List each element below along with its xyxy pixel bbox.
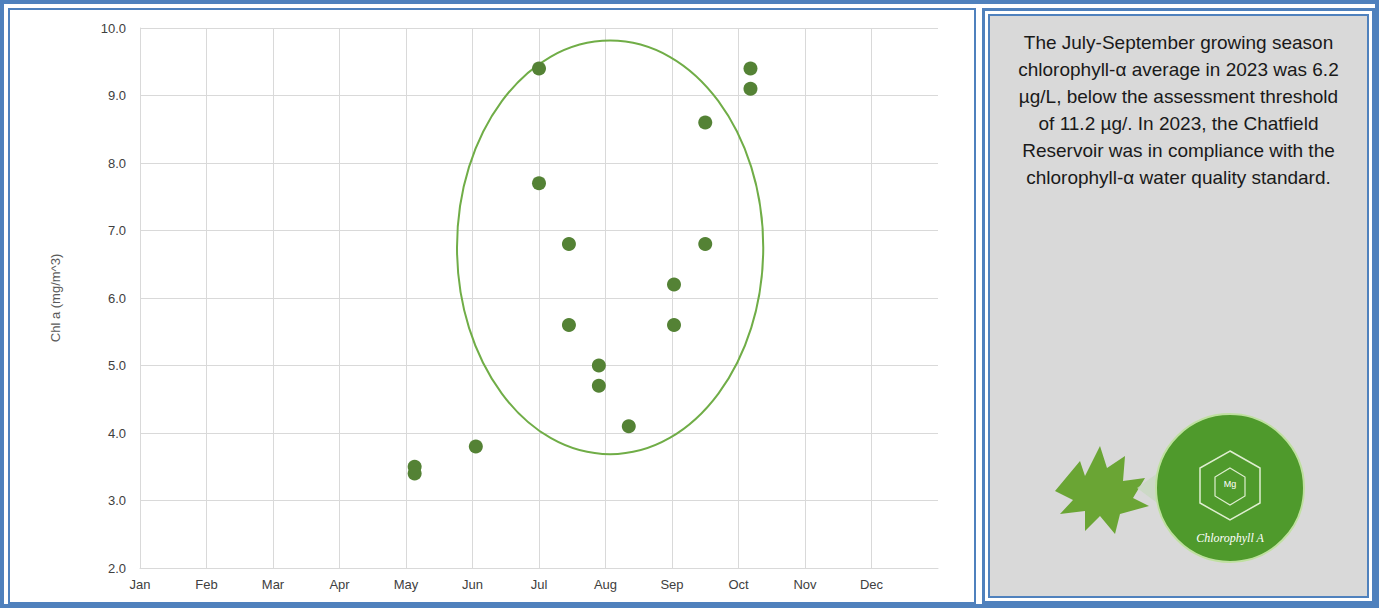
svg-text:10.0: 10.0 — [101, 21, 126, 36]
svg-text:Jan: Jan — [130, 577, 151, 592]
svg-text:Chlorophyll A: Chlorophyll A — [1196, 531, 1264, 545]
svg-text:4.0: 4.0 — [108, 426, 126, 441]
svg-text:9.0: 9.0 — [108, 88, 126, 103]
svg-text:8.0: 8.0 — [108, 156, 126, 171]
svg-text:Jul: Jul — [531, 577, 548, 592]
svg-text:Aug: Aug — [594, 577, 617, 592]
svg-text:3.0: 3.0 — [108, 493, 126, 508]
svg-text:Apr: Apr — [329, 577, 350, 592]
html-text:The July-September growing sea: The July-September growing season chloro… — [1018, 32, 1339, 188]
svg-text:Mar: Mar — [262, 577, 285, 592]
svg-text:7.0: 7.0 — [108, 223, 126, 238]
svg-text:Jun: Jun — [462, 577, 483, 592]
svg-text:Feb: Feb — [195, 577, 217, 592]
svg-text:Dec: Dec — [860, 577, 884, 592]
svg-text:May: May — [394, 577, 419, 592]
svg-text:Oct: Oct — [728, 577, 749, 592]
svg-text:Nov: Nov — [793, 577, 817, 592]
svg-text:5.0: 5.0 — [108, 358, 126, 373]
svg-text:Chl a (mg/m^3): Chl a (mg/m^3) — [48, 254, 63, 342]
svg-text:Mg: Mg — [1224, 479, 1237, 489]
svg-text:Sep: Sep — [660, 577, 683, 592]
svg-text:6.0: 6.0 — [108, 291, 126, 306]
svg-text:2.0: 2.0 — [108, 561, 126, 576]
